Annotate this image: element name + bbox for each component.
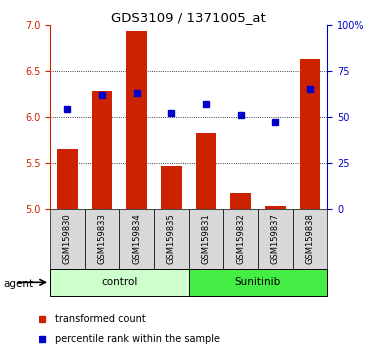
Title: GDS3109 / 1371005_at: GDS3109 / 1371005_at <box>111 11 266 24</box>
Bar <box>230 193 251 209</box>
FancyBboxPatch shape <box>258 209 293 269</box>
Text: GSM159832: GSM159832 <box>236 213 245 264</box>
Text: GSM159833: GSM159833 <box>97 213 107 264</box>
Bar <box>300 59 320 209</box>
Text: GSM159831: GSM159831 <box>201 213 211 264</box>
FancyBboxPatch shape <box>50 209 85 269</box>
Text: GSM159838: GSM159838 <box>305 213 315 264</box>
FancyBboxPatch shape <box>293 209 327 269</box>
Text: transformed count: transformed count <box>55 314 146 324</box>
Text: percentile rank within the sample: percentile rank within the sample <box>55 334 221 344</box>
Text: agent: agent <box>4 279 34 289</box>
FancyBboxPatch shape <box>154 209 189 269</box>
Text: Sunitinib: Sunitinib <box>235 277 281 287</box>
FancyBboxPatch shape <box>223 209 258 269</box>
FancyBboxPatch shape <box>50 269 189 296</box>
Bar <box>265 206 286 209</box>
Bar <box>126 31 147 209</box>
Text: GSM159835: GSM159835 <box>167 213 176 264</box>
FancyBboxPatch shape <box>85 209 119 269</box>
Text: control: control <box>101 277 137 287</box>
Text: GSM159830: GSM159830 <box>63 213 72 264</box>
Text: GSM159837: GSM159837 <box>271 213 280 264</box>
Bar <box>92 91 112 209</box>
FancyBboxPatch shape <box>189 209 223 269</box>
Text: GSM159834: GSM159834 <box>132 213 141 264</box>
FancyBboxPatch shape <box>119 209 154 269</box>
Bar <box>196 133 216 209</box>
Bar <box>161 166 182 209</box>
FancyBboxPatch shape <box>189 269 327 296</box>
Bar <box>57 149 78 209</box>
